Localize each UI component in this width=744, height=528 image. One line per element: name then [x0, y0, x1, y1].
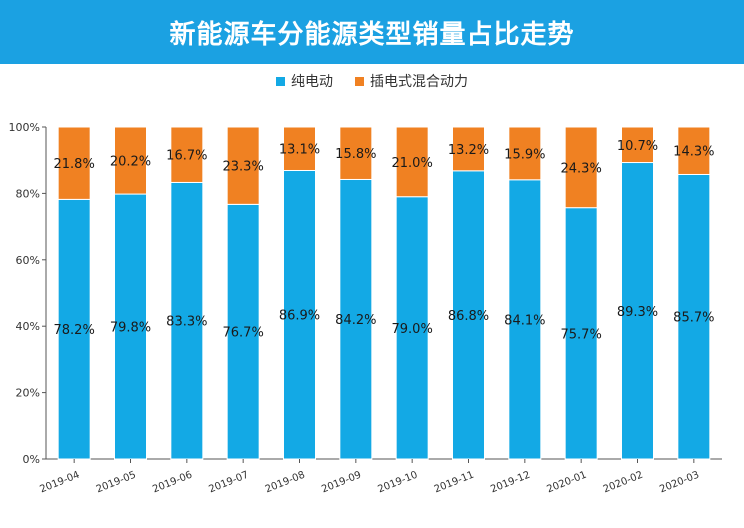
data-label-phev: 23.3%: [223, 160, 264, 175]
title-bar: 新能源车分能源类型销量占比走势: [0, 0, 744, 64]
data-label-bev: 86.9%: [279, 309, 320, 324]
data-label-phev: 10.7%: [617, 139, 658, 154]
bar-segment-phev: [226, 126, 260, 205]
bar-segment-phev: [677, 126, 711, 175]
x-tick-label: 2020-01: [545, 470, 588, 496]
bar-segment-phev: [339, 126, 373, 180]
data-label-bev: 75.7%: [561, 327, 602, 342]
data-label-phev: 21.0%: [392, 156, 433, 171]
bar-segment-phev: [621, 126, 654, 164]
data-label-bev: 79.8%: [110, 321, 151, 336]
bar-segment-bev: [677, 173, 711, 460]
bar-segment-phev: [114, 126, 147, 195]
data-label-phev: 15.8%: [335, 147, 376, 162]
data-label-bev: 83.3%: [166, 315, 207, 330]
x-tick-label: 2019-10: [376, 470, 419, 496]
x-tick-label: 2019-05: [95, 470, 138, 496]
y-tick-label: 40%: [16, 320, 40, 333]
legend-item-phev: 插电式混合动力: [355, 71, 468, 91]
bar-segment-phev: [452, 126, 485, 172]
bar-segment-phev: [283, 126, 316, 171]
data-label-bev: 89.3%: [617, 305, 658, 320]
data-label-bev: 84.2%: [335, 313, 376, 328]
y-tick-label: 0%: [23, 453, 40, 466]
x-tick-label: 2019-07: [207, 470, 250, 496]
bar-segment-bev: [170, 181, 204, 460]
bar-segment-bev: [395, 196, 429, 460]
legend: 纯电动 插电式混合动力: [0, 70, 744, 92]
bar-segment-phev: [57, 126, 91, 200]
data-label-phev: 15.9%: [504, 147, 545, 162]
x-tick-label: 2019-11: [433, 470, 476, 496]
data-label-phev: 13.2%: [448, 143, 489, 158]
legend-swatch-phev: [355, 76, 364, 86]
bar-segment-bev: [226, 203, 260, 460]
data-label-phev: 24.3%: [561, 161, 602, 176]
data-label-phev: 13.1%: [279, 143, 320, 158]
data-label-bev: 86.8%: [448, 309, 489, 324]
x-tick-label: 2019-04: [38, 470, 81, 496]
data-label-bev: 76.7%: [223, 326, 264, 341]
data-label-phev: 14.3%: [673, 145, 714, 160]
y-tick-label: 20%: [16, 387, 40, 400]
chart-title: 新能源车分能源类型销量占比走势: [169, 19, 575, 50]
legend-swatch-bev: [276, 76, 285, 86]
y-tick-label: 80%: [16, 187, 40, 200]
bar-segment-phev: [395, 126, 429, 198]
data-label-bev: 85.7%: [673, 311, 714, 326]
bar-segment-phev: [508, 126, 542, 181]
legend-label-bev: 纯电动: [291, 74, 333, 90]
bar-segment-bev: [621, 162, 654, 460]
data-label-bev: 84.1%: [504, 313, 545, 328]
y-tick-label: 100%: [9, 121, 40, 134]
bar-segment-bev: [508, 179, 542, 460]
data-label-bev: 78.2%: [54, 323, 95, 338]
x-tick-label: 2019-08: [264, 470, 307, 496]
bar-segment-phev: [170, 126, 204, 183]
bar-segment-bev: [452, 170, 485, 460]
legend-label-phev: 插电式混合动力: [370, 74, 468, 90]
legend-item-bev: 纯电动: [276, 71, 333, 91]
x-tick-label: 2019-12: [489, 470, 532, 496]
data-label-phev: 21.8%: [54, 157, 95, 172]
y-tick-label: 60%: [16, 254, 40, 267]
data-label-phev: 20.2%: [110, 155, 151, 170]
data-label-bev: 79.0%: [392, 322, 433, 337]
data-label-phev: 16.7%: [166, 149, 207, 164]
x-tick-label: 2019-06: [151, 470, 194, 496]
bar-segment-bev: [114, 193, 147, 460]
x-tick-label: 2020-03: [658, 470, 701, 496]
bar-segment-bev: [283, 169, 316, 460]
x-tick-label: 2020-02: [602, 470, 645, 496]
bar-segment-phev: [564, 126, 598, 209]
x-tick-label: 2019-09: [320, 470, 363, 496]
